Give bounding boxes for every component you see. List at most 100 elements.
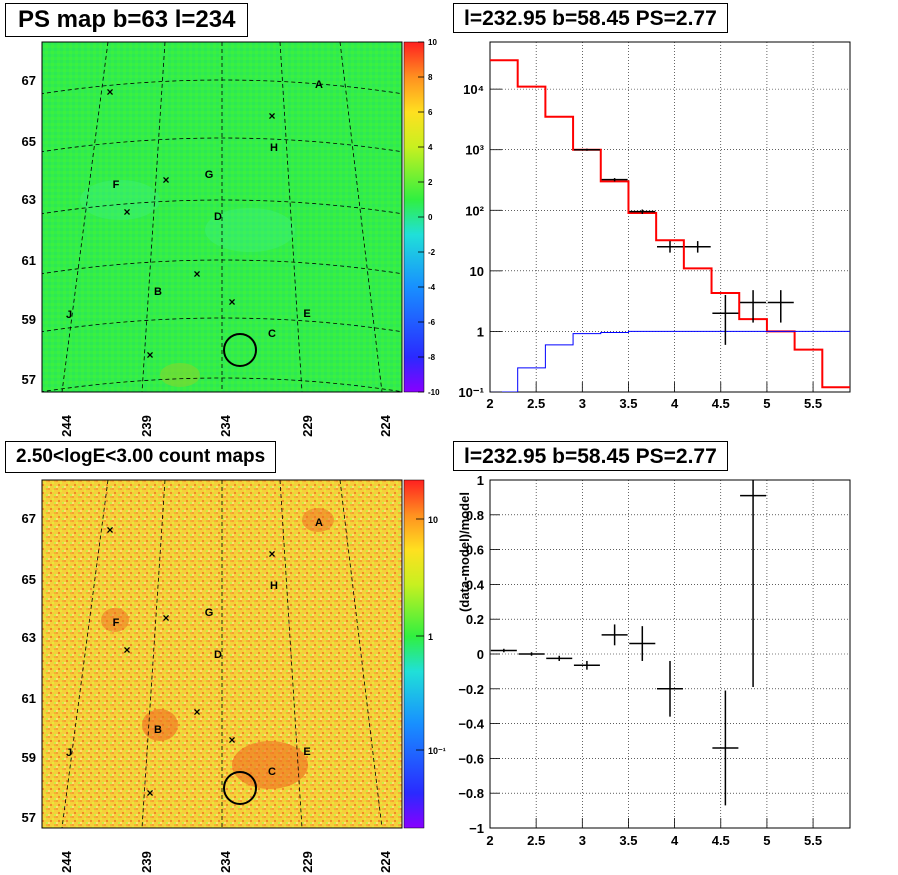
longitude-gridline: [61, 480, 109, 828]
longitude-gridline: [279, 480, 303, 828]
y-tick-label: 0.2: [466, 612, 484, 627]
source-label: J: [66, 747, 72, 759]
longitude-label: 224: [378, 414, 393, 436]
source-label: C: [268, 328, 276, 340]
count-map-title: 2.50<logE<3.00 count maps: [5, 441, 277, 473]
colorbar-tick-label: 4: [428, 143, 433, 152]
latitude-gridline: [42, 137, 402, 153]
longitude-gridline: [339, 42, 383, 392]
ps-map-title: PS map b=63 l=234: [5, 3, 249, 37]
x-tick-label: 2.5: [527, 833, 545, 848]
y-tick-label: 1: [477, 324, 484, 339]
source-marker: ×: [162, 611, 169, 625]
y-tick-label: 0.4: [466, 577, 485, 592]
colorbar-tick-label: 8: [428, 73, 433, 82]
ps-source-labels: A H G F D B E C J: [66, 79, 323, 340]
source-marker: ×: [146, 786, 153, 800]
longitude-label: 234: [218, 850, 233, 872]
source-marker: ×: [268, 109, 275, 123]
residual-ticks: 2 2.5 3 3.5 4 4.5 5 5.5 1 0.8 0.6 0.4 0.2 0 −0.2 −0.4 −0…: [458, 473, 822, 848]
residual-y-axis-label: (data-model)/model: [457, 492, 472, 612]
colorbar-tick-label: 10: [428, 38, 437, 47]
ps-colorbar-ticks: 10 8 6 4 2 0 -2 -4 -6 -8 -10: [418, 38, 440, 397]
residual-grid: [489, 479, 850, 829]
latitude-label: 57: [22, 372, 36, 387]
source-marker: ×: [123, 643, 130, 657]
x-tick-label: 2.5: [527, 396, 545, 411]
x-tick-label: 5.5: [804, 396, 822, 411]
count-longitude-labels: 244 239 234 229 224: [59, 850, 393, 872]
x-tick-label: 2: [486, 396, 493, 411]
residual-panel: 2 2.5 3 3.5 4 4.5 5 5.5 1 0.8 0.6 0.4 0.2 0 −0.2 −0.4 −0…: [457, 473, 851, 848]
latitude-label: 63: [22, 630, 36, 645]
source-label: D: [214, 211, 222, 223]
y-tick-label: −0.4: [458, 717, 484, 732]
colorbar-tick-label: 10⁻¹: [428, 746, 446, 756]
y-tick-label: 10³: [465, 143, 484, 158]
ps-map-panel: × × × × × × × 67 65 63 61 59 57 244 239 234 229 224 A H G…: [22, 38, 441, 437]
longitude-label: 229: [300, 851, 315, 873]
y-tick-label: −1: [469, 821, 484, 836]
x-tick-label: 3.5: [619, 396, 637, 411]
colorbar-tick-label: -2: [428, 248, 436, 257]
latitude-label: 63: [22, 192, 36, 207]
residual-series: [490, 480, 767, 806]
source-marker: ×: [162, 173, 169, 187]
latitude-label: 65: [22, 572, 36, 587]
colorbar-tick-label: 6: [428, 108, 433, 117]
x-tick-label: 5.5: [804, 833, 822, 848]
source-label: F: [113, 179, 120, 191]
x-tick-label: 3: [579, 396, 586, 411]
latitude-label: 59: [22, 750, 36, 765]
source-marker: ×: [228, 733, 235, 747]
colorbar-tick-label: 10: [428, 515, 438, 525]
count-colorbar-ticks: 10 1 10⁻¹: [416, 515, 446, 756]
source-marker: ×: [146, 348, 153, 362]
source-label: B: [154, 286, 162, 298]
x-tick-label: 5: [763, 833, 770, 848]
longitude-label: 234: [218, 414, 233, 436]
longitude-label: 239: [139, 851, 154, 873]
colorbar-tick-label: -6: [428, 318, 436, 327]
y-tick-label: 0.6: [466, 543, 484, 558]
longitude-gridline: [61, 42, 109, 392]
longitude-label: 239: [139, 415, 154, 437]
x-tick-label: 3.5: [619, 833, 637, 848]
count-coordinate-grid: × × × × × × ×: [61, 480, 383, 828]
x-tick-label: 5: [763, 396, 770, 411]
x-tick-label: 3: [579, 833, 586, 848]
model-background-line: [490, 330, 850, 392]
latitude-label: 67: [22, 511, 36, 526]
colorbar-tick-label: 2: [428, 178, 433, 187]
x-tick-label: 4: [671, 396, 679, 411]
colorbar-tick-label: 0: [428, 213, 433, 222]
longitude-gridline: [339, 480, 383, 828]
longitude-gridline: [141, 480, 166, 828]
source-marker: ×: [268, 547, 275, 561]
longitude-gridline: [279, 42, 303, 392]
latitude-label: 61: [22, 691, 36, 706]
count-latitude-labels: 67 65 63 61 59 57: [22, 511, 36, 825]
y-tick-label: 0.8: [466, 508, 484, 523]
y-tick-label: 10: [470, 264, 484, 279]
source-label: C: [268, 766, 276, 778]
x-tick-label: 4.5: [712, 396, 730, 411]
source-label: J: [66, 309, 72, 321]
latitude-label: 61: [22, 253, 36, 268]
source-label: B: [154, 724, 162, 736]
longitude-label: 224: [378, 850, 393, 872]
y-tick-label: 0: [477, 647, 484, 662]
source-label: H: [270, 142, 278, 154]
count-source-labels: A H G F D B E C J: [66, 517, 323, 778]
latitude-label: 65: [22, 134, 36, 149]
ps-longitude-labels: 244 239 234 229 224: [59, 414, 393, 436]
y-tick-label: −0.6: [458, 751, 484, 766]
longitude-label: 244: [59, 414, 74, 436]
latitude-label: 59: [22, 312, 36, 327]
count-target-circle: [223, 771, 257, 805]
ps-target-circle: [223, 333, 257, 367]
colorbar-tick-label: 1: [428, 632, 433, 642]
x-tick-label: 2: [486, 833, 493, 848]
count-map-panel: × × × × × × × 67 65 63 61 59 57 244 239 234 229 224 A H G…: [22, 479, 446, 873]
